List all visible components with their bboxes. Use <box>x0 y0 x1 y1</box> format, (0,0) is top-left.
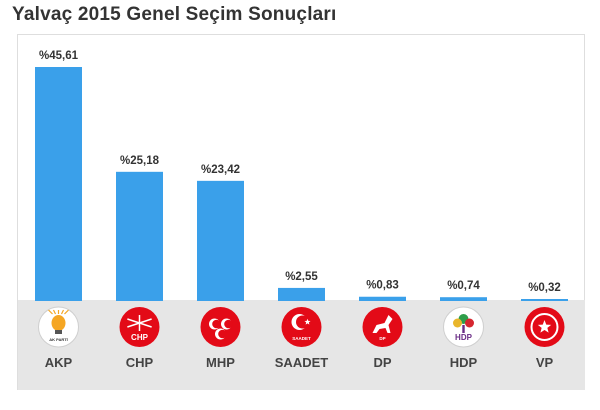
value-label-akp: %45,61 <box>39 50 79 62</box>
party-name-saadet: SAADET <box>275 355 329 370</box>
party-name-akp: AKP <box>45 355 73 370</box>
logo-text: SAADET <box>292 336 311 341</box>
logo-text: AK PARTİ <box>49 337 68 342</box>
party-name-vp: VP <box>536 355 554 370</box>
party-name-chp: CHP <box>126 355 154 370</box>
bar-akp <box>35 67 82 301</box>
hdp-tree-icon: HDP <box>443 306 484 348</box>
bar-mhp <box>197 180 244 301</box>
value-label-saadet: %2,55 <box>285 271 318 283</box>
logo-text: DP <box>379 336 385 341</box>
bar-saadet <box>278 287 325 301</box>
party-name-mhp: MHP <box>206 355 235 370</box>
value-label-mhp: %23,42 <box>201 164 240 176</box>
mhp-three-crescents-icon <box>200 307 241 347</box>
value-label-hdp: %0,74 <box>447 280 480 292</box>
bar-hdp <box>440 297 487 301</box>
ak-parti-bulb-icon: AK PARTİ <box>38 306 79 348</box>
chart-title: Yalvaç 2015 Genel Seçim Sonuçları <box>12 4 337 25</box>
dp-white-horse-icon: DP <box>362 307 403 347</box>
logo-text: HDP <box>455 333 473 342</box>
bar-dp <box>359 296 406 301</box>
value-label-dp: %0,83 <box>366 280 399 292</box>
value-label-chp: %25,18 <box>120 155 160 167</box>
chp-six-arrows-icon: CHP <box>119 307 160 347</box>
value-label-vp: %0,32 <box>528 282 561 294</box>
logo-text: CHP <box>131 333 149 342</box>
party-name-dp: DP <box>373 355 391 370</box>
vp-star-crescent-icon <box>524 307 565 347</box>
saadet-crescent-star-icon: SAADET <box>281 307 322 347</box>
party-name-hdp: HDP <box>450 355 478 370</box>
bar-vp <box>521 299 568 301</box>
bar-chp <box>116 171 163 301</box>
